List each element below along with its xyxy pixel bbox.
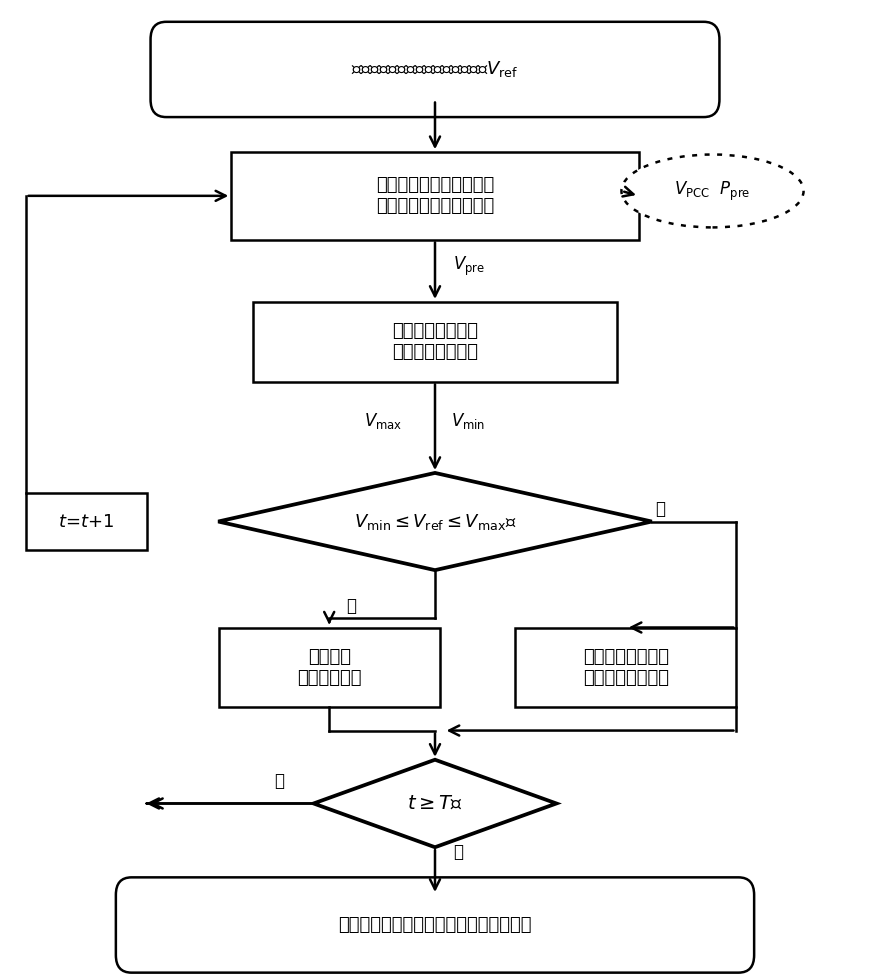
Text: 否: 否 bbox=[654, 500, 665, 518]
Text: 结合风场无功能力
求解极限调压范围: 结合风场无功能力 求解极限调压范围 bbox=[392, 323, 477, 361]
Ellipse shape bbox=[620, 154, 803, 227]
FancyBboxPatch shape bbox=[116, 878, 753, 973]
Text: $V_{\rm max}$: $V_{\rm max}$ bbox=[363, 411, 401, 431]
Text: 是: 是 bbox=[453, 843, 462, 861]
FancyBboxPatch shape bbox=[150, 21, 719, 117]
Polygon shape bbox=[313, 760, 556, 847]
Text: $V_{\rm min}\leq V_{\rm ref}\leq V_{\rm max}$？: $V_{\rm min}\leq V_{\rm ref}\leq V_{\rm … bbox=[354, 512, 515, 531]
Text: $t\geq T$？: $t\geq T$？ bbox=[407, 794, 462, 813]
Text: 优化调节有功出力
增大风机无功范围: 优化调节有功出力 增大风机无功范围 bbox=[582, 648, 668, 686]
Text: $t$=$t$+1: $t$=$t$+1 bbox=[58, 513, 114, 530]
Bar bbox=[218, 628, 439, 707]
Bar bbox=[231, 152, 638, 240]
Text: 确定新的并网电压指令预测下一控制周期: 确定新的并网电压指令预测下一控制周期 bbox=[338, 916, 531, 934]
Polygon shape bbox=[218, 473, 651, 570]
Text: 控制周期之初确定并网点参考电压$V_{\rm ref}$: 控制周期之初确定并网点参考电压$V_{\rm ref}$ bbox=[351, 59, 518, 79]
Text: 否: 否 bbox=[274, 772, 283, 790]
Text: $V_{\rm pre}$: $V_{\rm pre}$ bbox=[453, 255, 485, 279]
Bar bbox=[253, 302, 616, 381]
Text: $V_{\rm PCC}$  $P_{\rm pre}$: $V_{\rm PCC}$ $P_{\rm pre}$ bbox=[673, 179, 750, 203]
Text: 有效利用风功率预测信息
预测并网点电压变化轨迹: 有效利用风功率预测信息 预测并网点电压变化轨迹 bbox=[375, 176, 494, 215]
Bar bbox=[514, 628, 735, 707]
Text: 保持追踪
最大功率曲线: 保持追踪 最大功率曲线 bbox=[296, 648, 361, 686]
Text: 是: 是 bbox=[346, 597, 356, 615]
Bar bbox=[26, 493, 147, 550]
Text: $V_{\rm min}$: $V_{\rm min}$ bbox=[450, 411, 484, 431]
